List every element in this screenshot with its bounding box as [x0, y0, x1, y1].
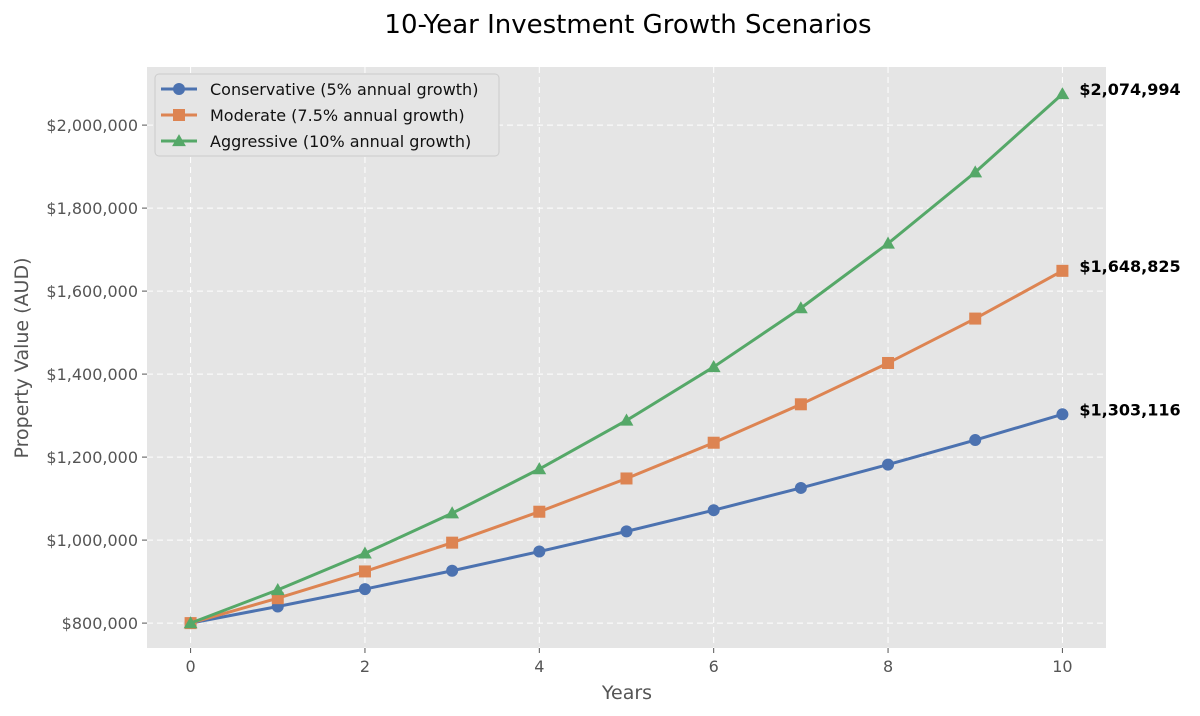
- end-value-label: $1,648,825: [1079, 257, 1180, 276]
- series-layer: [183, 87, 1070, 630]
- series-circle: [184, 408, 1069, 630]
- data-point: [619, 413, 634, 426]
- legend-swatch-marker: [173, 83, 185, 95]
- x-tick-label: 0: [185, 657, 195, 676]
- x-tick-label: 8: [883, 657, 893, 676]
- data-point: [1055, 87, 1070, 100]
- y-tick-label: $1,600,000: [46, 282, 138, 301]
- data-point: [271, 592, 284, 605]
- legend-label: Moderate (7.5% annual growth): [210, 106, 465, 125]
- data-point: [707, 436, 720, 449]
- data-point: [620, 472, 633, 485]
- end-labels: $1,303,116 $1,648,825 $2,074,994: [1079, 80, 1180, 419]
- data-point: [620, 525, 633, 538]
- y-tick-label: $2,000,000: [46, 116, 138, 135]
- data-point: [358, 546, 372, 559]
- data-point: [882, 356, 895, 369]
- y-tick-label: $1,400,000: [46, 365, 138, 384]
- data-point: [881, 236, 895, 249]
- series-triangle: [183, 87, 1070, 629]
- data-point: [446, 564, 459, 577]
- axis-ticks: 0 2 4 6 8 10 $800,000 $1,000,000 $1,200,000 $1,40…: [46, 116, 1072, 676]
- data-point: [183, 616, 198, 629]
- legend: Conservative (5% annual growth) Moderate …: [154, 73, 500, 157]
- legend-swatch-marker: [173, 109, 185, 121]
- legend-swatch-marker: [172, 134, 186, 147]
- data-point: [445, 506, 460, 519]
- data-point: [533, 505, 546, 518]
- data-point: [446, 536, 459, 549]
- data-point: [793, 301, 808, 314]
- x-tick-label: 10: [1052, 657, 1072, 676]
- plot-area: [147, 67, 1106, 648]
- data-point: [882, 458, 895, 471]
- data-point: [270, 583, 285, 596]
- legend-item: Aggressive (10% annual growth): [161, 132, 471, 151]
- x-axis-label: Years: [601, 682, 652, 704]
- chart-title: 10-Year Investment Growth Scenarios: [384, 10, 871, 40]
- x-tick-label: 6: [709, 657, 719, 676]
- data-point: [707, 504, 720, 517]
- x-tick-label: 2: [360, 657, 370, 676]
- data-point: [358, 583, 371, 596]
- data-point: [358, 565, 371, 578]
- data-point: [1056, 408, 1069, 421]
- legend-box: [154, 73, 500, 157]
- y-tick-label: $1,000,000: [46, 531, 138, 550]
- data-point: [533, 545, 546, 558]
- end-value-label: $1,303,116: [1079, 400, 1180, 419]
- data-point: [532, 462, 547, 475]
- legend-item: Moderate (7.5% annual growth): [161, 106, 465, 125]
- x-tick-label: 4: [534, 657, 544, 676]
- data-point: [968, 165, 983, 178]
- legend-label: Aggressive (10% annual growth): [210, 132, 471, 151]
- y-tick-label: $1,200,000: [46, 448, 138, 467]
- legend-item: Conservative (5% annual growth): [161, 80, 478, 99]
- y-tick-label: $1,800,000: [46, 199, 138, 218]
- data-point: [794, 398, 807, 411]
- series-square: [184, 264, 1069, 630]
- end-value-label: $2,074,994: [1079, 80, 1180, 99]
- legend-label: Conservative (5% annual growth): [210, 80, 478, 99]
- data-point: [794, 481, 807, 494]
- data-point: [969, 312, 982, 325]
- data-point: [706, 360, 721, 373]
- data-point: [969, 434, 982, 447]
- y-axis-label: Property Value (AUD): [11, 257, 33, 458]
- data-point: [1056, 264, 1069, 277]
- y-tick-label: $800,000: [62, 614, 138, 633]
